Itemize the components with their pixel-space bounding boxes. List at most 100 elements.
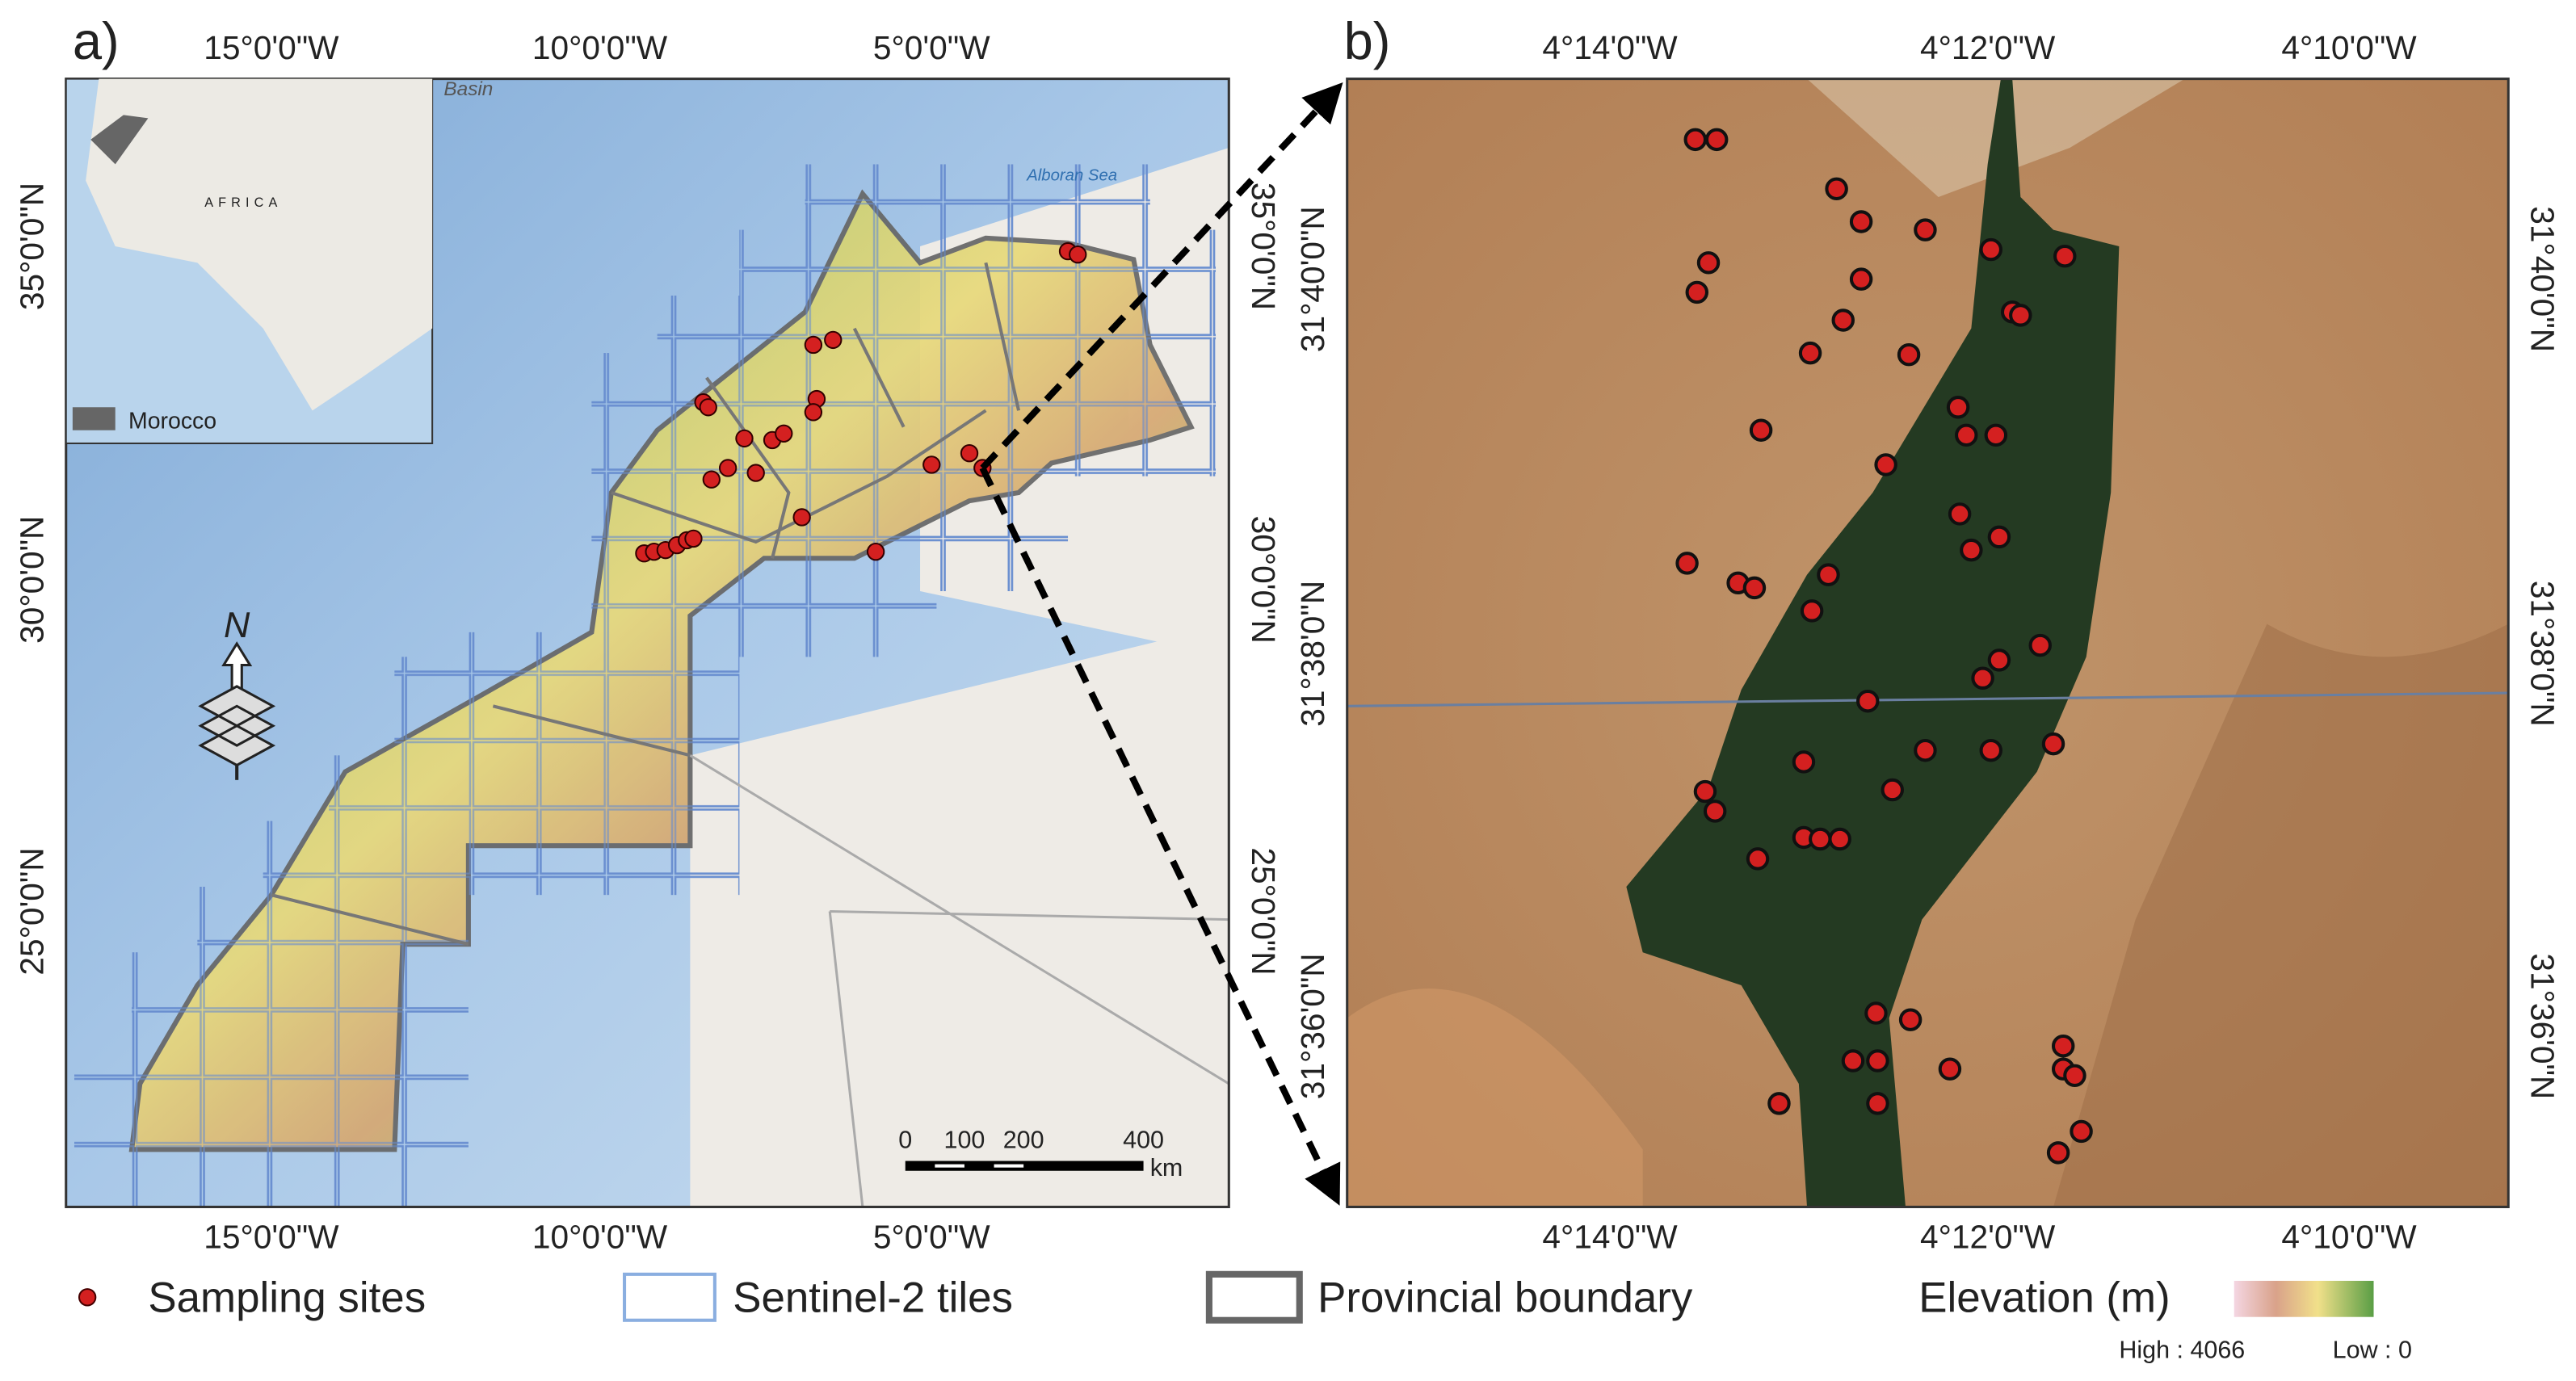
sampling-site (1987, 649, 2011, 672)
sampling-site (1831, 309, 1855, 332)
sampling-site (1749, 418, 1773, 442)
sampling-site (1849, 267, 1873, 291)
zoom-connector (980, 82, 1343, 471)
sampling-site (1948, 502, 1972, 526)
sampling-site (746, 464, 765, 482)
sampling-site (1984, 423, 2008, 447)
sampling-site (1971, 666, 1994, 690)
sampling-site (2070, 1119, 2093, 1144)
x-tick-label: 5°0'0"W (873, 1218, 990, 1255)
sampling-site (684, 529, 703, 548)
sampling-site (1800, 599, 1824, 623)
sampling-site (1914, 738, 1937, 762)
panel-label: b) (1344, 11, 1391, 70)
sampling-site (2046, 1141, 2070, 1165)
sampling-site (922, 455, 941, 474)
sampling-site (1809, 827, 1832, 851)
sampling-site (1704, 128, 1729, 152)
inset-continent: AFRICA (204, 195, 282, 210)
sampling-site (699, 398, 717, 417)
y-tick-label: 25°0'0"N (13, 847, 50, 975)
legend-label: Sentinel-2 tiles (733, 1274, 1013, 1322)
x-tick-label: 4°12'0"W (1920, 1218, 2056, 1255)
sampling-site (1946, 396, 1970, 419)
sampling-site (775, 424, 793, 443)
zoom-connector (979, 466, 1341, 1206)
sampling-site (2028, 633, 2052, 657)
sampling-site (824, 330, 843, 350)
sampling-site (1696, 251, 1721, 275)
sampling-site (1866, 1049, 1889, 1072)
sampling-site (702, 470, 721, 489)
x-tick-label: 4°14'0"W (1542, 1218, 1678, 1255)
sampling-site (2009, 304, 2032, 327)
scale-tick-label: 100 (944, 1126, 985, 1153)
x-tick-label: 4°14'0"W (1542, 29, 1678, 66)
sampling-site (1828, 827, 1851, 851)
sampling-site (1874, 453, 1897, 476)
legend: Sampling sites Sentinel-2 tiles Provinci… (78, 1270, 2412, 1364)
y-tick-label: 31°38'0"N (2524, 581, 2561, 727)
panel-a-map (65, 78, 1229, 1207)
scale-bar: km 0 100 200 400 (898, 1126, 1183, 1182)
x-tick-label: 10°0'0"W (532, 1218, 668, 1255)
x-tick-label: 15°0'0"W (204, 29, 339, 66)
sampling-site (1914, 218, 1937, 241)
sampling-site (1767, 1092, 1791, 1115)
y-tick-label: 35°0'0"N (13, 183, 50, 310)
x-tick-label: 4°12'0"W (1920, 29, 2056, 66)
sampling-site (960, 444, 979, 463)
y-tick-label: 30°0'0"N (13, 516, 50, 644)
sampling-site (1792, 750, 1816, 774)
north-label: N (224, 606, 250, 645)
y-tick-label: 31°36'0"N (1294, 953, 1331, 1099)
legend-label: Elevation (m) (1918, 1274, 2170, 1322)
y-tick-label: 35°0'0"N (1245, 183, 1282, 310)
sampling-site (1881, 778, 1904, 802)
scale-unit: km (1150, 1154, 1183, 1182)
basin-label: Basin (443, 78, 493, 100)
sampling-site (1979, 237, 2002, 262)
sampling-site (1866, 1092, 1889, 1115)
y-tick-label: 30°0'0"N (1245, 516, 1282, 644)
sampling-site (1683, 128, 1707, 152)
sampling-site (1864, 1001, 1888, 1025)
sampling-site (735, 429, 754, 448)
y-tick-label: 31°38'0"N (1294, 581, 1331, 727)
scale-tick-label: 200 (1003, 1126, 1044, 1153)
legend-low: Low : 0 (2333, 1337, 2412, 1364)
inset-map: AFRICA Morocco (65, 78, 434, 445)
y-tick-label: 31°36'0"N (2524, 953, 2561, 1099)
sampling-site (1817, 563, 1840, 586)
scale-tick-label: 0 (898, 1126, 912, 1153)
x-tick-label: 15°0'0"W (204, 1218, 339, 1255)
sampling-site (2051, 1034, 2075, 1058)
sampling-site (792, 508, 811, 527)
sampling-site (804, 335, 823, 355)
sampling-site (1841, 1049, 1865, 1072)
sampling-site (1979, 738, 2002, 762)
sampling-site (1742, 576, 1767, 600)
sampling-site (2063, 1064, 2086, 1088)
panel-b-map (1347, 78, 2509, 1207)
sampling-site (1987, 525, 2011, 549)
sampling-site (1849, 210, 1873, 233)
sampling-site (1746, 847, 1770, 871)
x-tick-label: 4°10'0"W (2281, 1218, 2417, 1255)
sampling-site (1693, 779, 1717, 804)
sampling-site (1938, 1057, 1962, 1081)
panel-label: a) (73, 11, 120, 70)
x-tick-label: 4°10'0"W (2281, 29, 2417, 66)
x-tick-label: 5°0'0"W (873, 29, 990, 66)
sampling-site (866, 543, 885, 561)
legend-label: Sampling sites (148, 1274, 426, 1322)
sampling-site (1675, 552, 1699, 575)
sampling-site (1703, 800, 1727, 823)
sampling-site (2053, 244, 2077, 268)
sampling-site (1960, 538, 1983, 562)
legend-high: High : 4066 (2119, 1337, 2245, 1364)
sampling-site (1897, 342, 1921, 367)
y-tick-label: 25°0'0"N (1245, 847, 1282, 975)
y-tick-label: 31°40'0"N (1294, 206, 1331, 352)
